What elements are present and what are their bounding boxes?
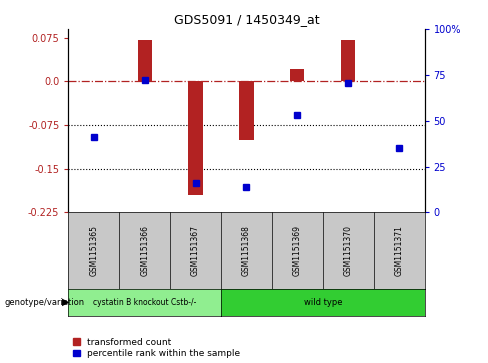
- Text: cystatin B knockout Cstb-/-: cystatin B knockout Cstb-/-: [93, 298, 196, 307]
- Bar: [290, 69, 305, 81]
- Text: GSM1151366: GSM1151366: [140, 225, 149, 276]
- Legend: transformed count, percentile rank within the sample: transformed count, percentile rank withi…: [73, 338, 241, 359]
- Text: GSM1151368: GSM1151368: [242, 225, 251, 276]
- Title: GDS5091 / 1450349_at: GDS5091 / 1450349_at: [174, 13, 319, 26]
- Text: wild type: wild type: [304, 298, 342, 307]
- Bar: [188, 81, 203, 195]
- Bar: [138, 40, 152, 81]
- Bar: [341, 40, 355, 81]
- Bar: [239, 81, 254, 140]
- Text: GSM1151369: GSM1151369: [293, 225, 302, 276]
- Text: ▶: ▶: [61, 297, 69, 307]
- Text: GSM1151371: GSM1151371: [395, 225, 404, 276]
- Text: GSM1151365: GSM1151365: [89, 225, 98, 276]
- Text: GSM1151367: GSM1151367: [191, 225, 200, 276]
- Text: GSM1151370: GSM1151370: [344, 225, 353, 276]
- Text: genotype/variation: genotype/variation: [5, 298, 85, 307]
